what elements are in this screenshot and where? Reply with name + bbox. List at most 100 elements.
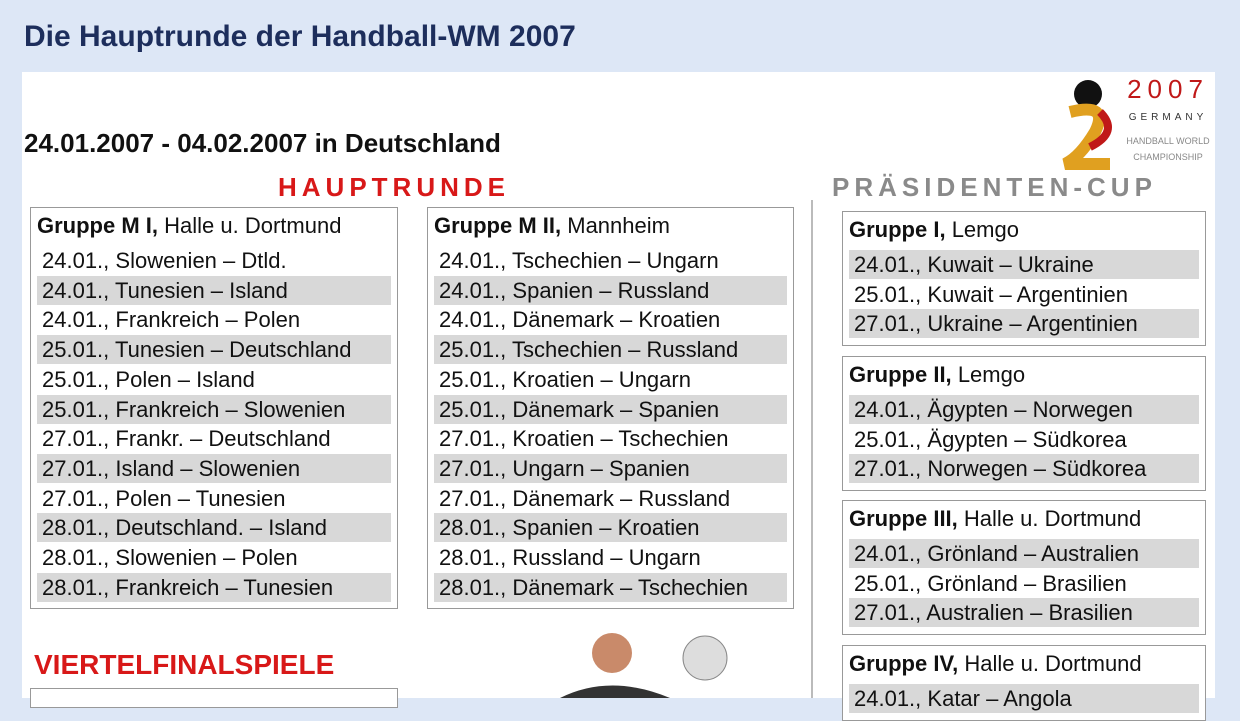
logo-country: GERMANY <box>1129 112 1208 123</box>
match-date: 27.01., <box>439 426 507 452</box>
group-location: Halle u. Dortmund <box>164 213 342 238</box>
match-row: 24.01., Tunesien – Island <box>37 275 391 305</box>
match-teams: Island – Slowenien <box>115 455 301 481</box>
quarterfinals-box <box>30 688 398 708</box>
match-row: 27.01., Polen – Tunesien <box>37 484 391 513</box>
match-row: 27.01., Norwegen – Südkorea <box>849 454 1199 484</box>
match-row: 27.01., Dänemark – Russland <box>434 484 787 513</box>
match-row: 24.01., Grönland – Australien <box>849 539 1199 568</box>
match-teams: Tunesien – Deutschland <box>115 337 352 363</box>
match-row: 25.01., Tunesien – Deutschland <box>37 335 391 365</box>
logo-year: 2007 <box>1127 74 1209 104</box>
match-row: 25.01., Kroatien – Ungarn <box>434 365 787 394</box>
match-row: 25.01., Tschechien – Russland <box>434 335 787 365</box>
match-teams: Norwegen – Südkorea <box>927 456 1147 482</box>
match-row: 25.01., Kuwait – Argentinien <box>849 280 1199 309</box>
match-date: 25.01., <box>439 337 507 363</box>
match-date: 24.01., <box>42 307 110 333</box>
match-date: 27.01., <box>439 455 507 481</box>
match-teams: Spanien – Kroatien <box>512 515 700 541</box>
match-date: 25.01., <box>854 570 922 596</box>
group-header: Gruppe II, Lemgo <box>849 361 1025 389</box>
subtitle: 24.01.2007 - 04.02.2007 in Deutschland <box>24 128 501 158</box>
match-date: 27.01., <box>854 456 922 482</box>
match-row: 27.01., Ukraine – Argentinien <box>849 309 1199 339</box>
match-row: 24.01., Katar – Angola <box>849 684 1199 713</box>
separator <box>811 200 813 698</box>
match-teams: Frankr. – Deutschland <box>115 426 331 452</box>
logo-swoosh-red <box>1088 109 1112 151</box>
match-row: 25.01., Ägypten – Südkorea <box>849 425 1199 454</box>
group-name: Gruppe II, <box>849 362 952 387</box>
match-teams: Tschechien – Russland <box>512 337 739 363</box>
match-date: 27.01., <box>439 485 507 511</box>
match-date: 25.01., <box>439 366 507 392</box>
match-date: 27.01., <box>854 600 922 626</box>
logo-ball <box>1074 80 1102 108</box>
group-name: Gruppe M II, <box>434 213 562 238</box>
match-date: 28.01., <box>439 545 507 570</box>
match-row: 28.01., Spanien – Kroatien <box>434 513 787 543</box>
match-teams: Dänemark – Kroatien <box>512 307 721 333</box>
page-title: Die Hauptrunde der Handball-WM 2007 <box>24 20 576 53</box>
match-teams: Polen – Island <box>115 366 255 392</box>
match-row: 28.01., Russland – Ungarn <box>434 543 787 572</box>
match-date: 24.01., <box>854 252 922 277</box>
logo-line1: HANDBALL WORLD <box>1126 136 1210 146</box>
match-date: 28.01., <box>439 515 507 541</box>
match-date: 25.01., <box>854 281 922 307</box>
match-teams: Polen – Tunesien <box>115 485 286 511</box>
match-teams: Dänemark – Russland <box>512 485 731 511</box>
handball <box>682 635 728 681</box>
match-teams: Australien – Brasilien <box>926 600 1133 626</box>
match-row: 27.01., Australien – Brasilien <box>849 598 1199 628</box>
presidents-cup-heading: PRÄSIDENTEN-CUP <box>832 172 1157 202</box>
match-date: 27.01., <box>42 426 110 452</box>
group-name: Gruppe IV, <box>849 651 959 676</box>
match-row: 27.01., Island – Slowenien <box>37 453 391 483</box>
match-row: 27.01., Ungarn – Spanien <box>434 453 787 483</box>
group-location: Lemgo <box>951 217 1019 242</box>
group-box: Gruppe IV, Halle u. Dortmund 24.01., Kata… <box>842 645 1206 721</box>
match-date: 24.01., <box>439 307 507 333</box>
group-name: Gruppe M I, <box>37 213 158 238</box>
match-teams: Ägypten – Norwegen <box>927 397 1133 422</box>
match-teams: Spanien – Russland <box>512 277 710 303</box>
match-teams: Grönland – Brasilien <box>927 570 1127 596</box>
match-date: 24.01., <box>42 248 110 273</box>
match-row: 28.01., Deutschland. – Island <box>37 513 391 543</box>
match-teams: Ägypten – Südkorea <box>927 426 1127 452</box>
match-row: 24.01., Slowenien – Dtld. <box>37 246 391 275</box>
group-box: Gruppe II, Lemgo 24.01., Ägypten – Norweg… <box>842 356 1206 492</box>
match-row: 25.01., Polen – Island <box>37 365 391 394</box>
match-date: 25.01., <box>42 366 110 392</box>
match-date: 24.01., <box>42 277 110 303</box>
match-teams: Ukraine – Argentinien <box>927 311 1138 337</box>
match-teams: Dänemark – Spanien <box>512 396 720 422</box>
player-illustration <box>560 633 728 698</box>
match-row: 25.01., Dänemark – Spanien <box>434 394 787 424</box>
match-teams: Russland – Ungarn <box>512 545 701 570</box>
match-teams: Grönland – Australien <box>927 541 1139 566</box>
page: Die Hauptrunde der Handball-WM 2007 24.0… <box>22 20 1215 721</box>
match-date: 27.01., <box>854 311 922 337</box>
logo: 2007 GERMANY HANDBALL WORLD CHAMPIONSHIP <box>1062 74 1210 170</box>
group-location: Mannheim <box>567 213 670 238</box>
group-header: Gruppe M I, Halle u. Dortmund <box>37 212 341 240</box>
quarterfinals-heading: VIERTELFINALSPIELE <box>34 649 335 680</box>
group-box: Gruppe III, Halle u. Dortmund 24.01., Grö… <box>842 500 1206 636</box>
match-teams: Frankreich – Slowenien <box>115 396 346 422</box>
match-date: 24.01., <box>439 248 507 273</box>
group-name: Gruppe I, <box>849 217 946 242</box>
match-date: 24.01., <box>439 277 507 303</box>
match-teams: Kuwait – Ukraine <box>927 252 1094 277</box>
match-teams: Frankreich – Polen <box>115 307 301 333</box>
match-teams: Kuwait – Argentinien <box>927 281 1128 307</box>
group-box: Gruppe M I, Halle u. Dortmund 24.01., Slo… <box>30 207 398 610</box>
match-row: 24.01., Kuwait – Ukraine <box>849 250 1199 279</box>
player-head <box>592 633 632 673</box>
main-round-heading: HAUPTRUNDE <box>278 172 510 202</box>
match-row: 28.01., Dänemark – Tschechien <box>434 572 787 602</box>
match-date: 28.01., <box>42 515 110 541</box>
match-row: 24.01., Tschechien – Ungarn <box>434 246 787 275</box>
